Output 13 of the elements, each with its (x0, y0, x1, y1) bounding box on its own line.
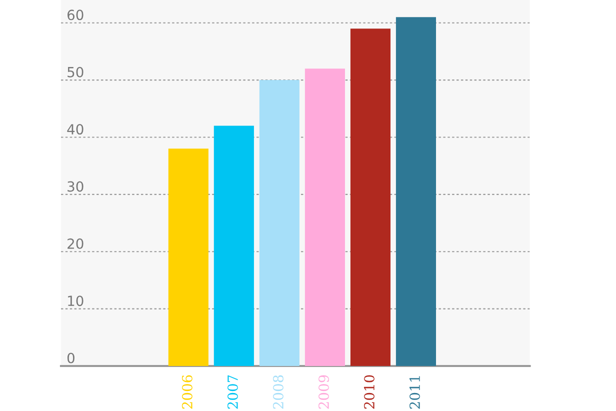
y-tick-label: 40 (67, 124, 84, 135)
y-tick-label: 0 (67, 352, 74, 364)
x-tick-label: 2008 (272, 375, 284, 409)
y-tick-label: 50 (68, 66, 84, 78)
y-tick-label: 60 (68, 10, 84, 20)
x-tick-label: 2009 (318, 375, 329, 409)
y-tick-label: 30 (68, 181, 84, 192)
y-tick-label: 10 (68, 296, 84, 306)
x-tick-label: 2011 (410, 376, 420, 409)
x-tick-label: 2007 (227, 375, 238, 409)
y-tick-label: 20 (68, 238, 84, 249)
x-tick-label: 2010 (364, 375, 374, 409)
x-tick-label: 2006 (182, 375, 192, 409)
